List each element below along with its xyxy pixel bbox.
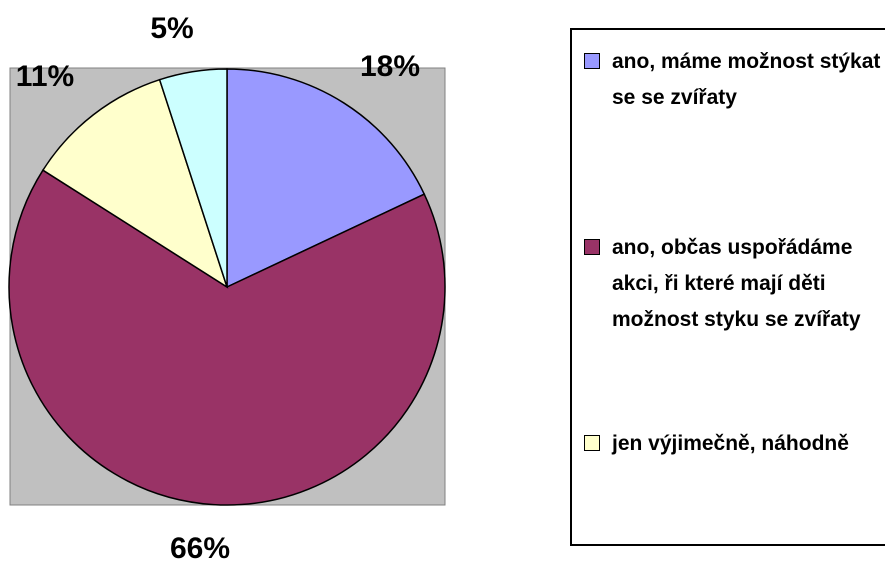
legend-entry: jen výjimečně, náhodně bbox=[584, 426, 884, 462]
legend-swatch bbox=[584, 53, 600, 69]
pie-slice bbox=[158, 68, 228, 288]
data-label: 11% bbox=[16, 60, 74, 93]
legend-swatch bbox=[584, 239, 600, 255]
legend: ano, máme možnost stýkat se se zvířaty an… bbox=[570, 28, 885, 546]
data-label: 5% bbox=[150, 12, 193, 45]
pie-slice bbox=[8, 169, 446, 506]
pie-slice bbox=[41, 78, 229, 289]
legend-entry: ano, občas uspořádáme akci, ři které maj… bbox=[584, 230, 884, 338]
legend-label: ano, občas uspořádáme akci, ři které maj… bbox=[612, 236, 861, 331]
legend-entry: ano, máme možnost stýkat se se zvířaty bbox=[584, 44, 884, 116]
data-label: 66% bbox=[170, 532, 230, 563]
pie-slice bbox=[226, 68, 426, 289]
data-label: 18% bbox=[360, 50, 420, 83]
legend-swatch bbox=[584, 435, 600, 451]
legend-label: ano, máme možnost stýkat se se zvířaty bbox=[612, 50, 881, 109]
legend-label: jen výjimečně, náhodně bbox=[612, 432, 849, 455]
